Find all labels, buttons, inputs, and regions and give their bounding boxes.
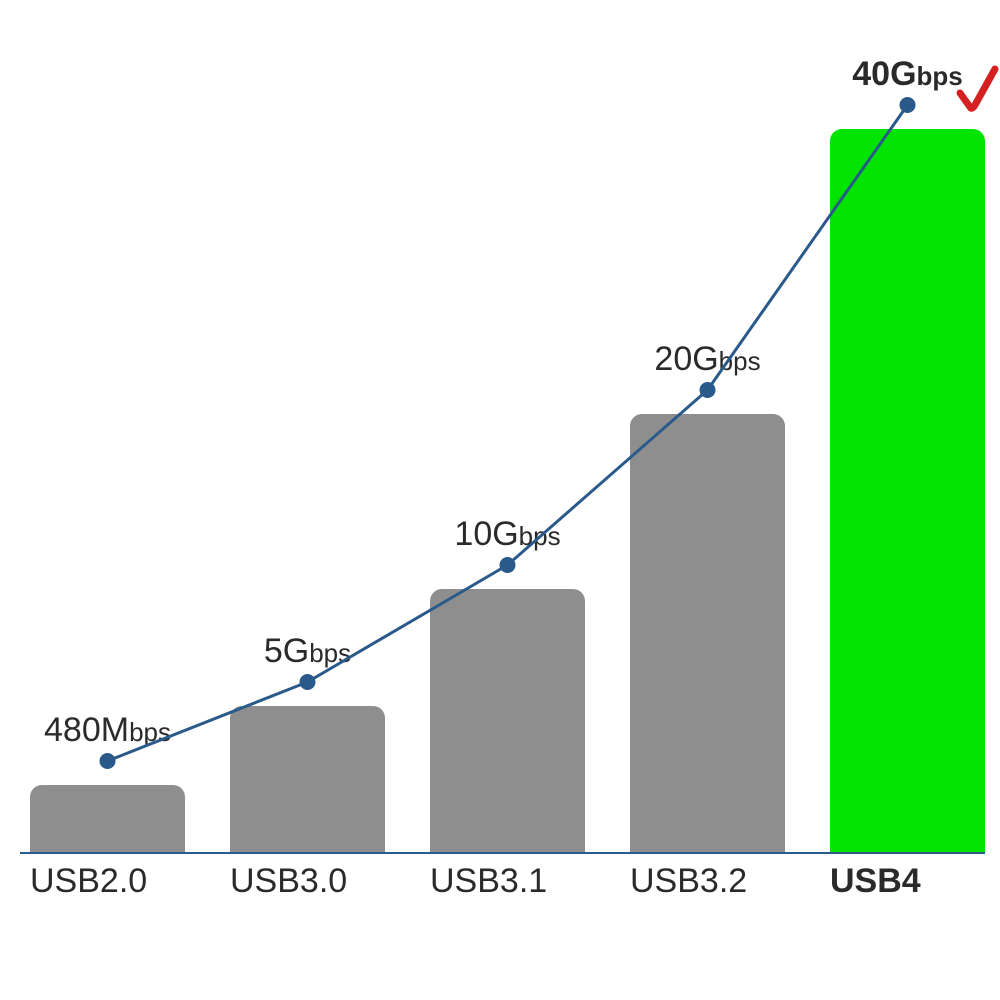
bar-usb20 — [30, 785, 185, 852]
value-label: 10Gbps — [408, 515, 608, 554]
value-label: 5Gbps — [208, 632, 408, 671]
category-label: USB3.0 — [230, 862, 385, 901]
data-point — [100, 753, 116, 769]
bar-usb31 — [430, 589, 585, 852]
category-label: USB2.0 — [30, 862, 185, 901]
value-label: 20Gbps — [608, 340, 808, 379]
x-axis — [20, 852, 985, 854]
value-label: 40Gbps — [808, 55, 1000, 94]
value-label: 480Mbps — [8, 711, 208, 750]
data-point — [700, 382, 716, 398]
data-point — [300, 674, 316, 690]
category-label: USB4 — [830, 862, 985, 901]
usb-speed-chart: USB2.0 480Mbps USB3.0 5Gbps USB3.1 10Gbps USB3… — [0, 0, 1000, 1000]
data-point — [900, 97, 916, 113]
category-label: USB3.1 — [430, 862, 585, 901]
category-label: USB3.2 — [630, 862, 785, 901]
bar-usb32 — [630, 414, 785, 852]
bar-usb30 — [230, 706, 385, 852]
data-point — [500, 557, 516, 573]
bar-usb4 — [830, 129, 985, 852]
